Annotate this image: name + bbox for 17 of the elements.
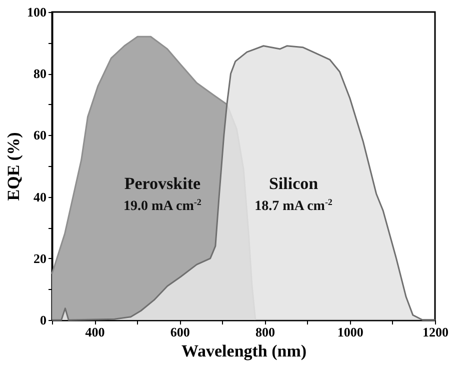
y-tick-label: 80: [34, 66, 46, 82]
annotation: 19.0 mA cm$^{-2}$: [123, 197, 202, 214]
y-tick-label: 20: [34, 250, 46, 266]
y-axis-title: EQE (%): [4, 132, 23, 201]
y-tick-label: 100: [27, 4, 46, 20]
y-tick-label: 0: [40, 312, 46, 328]
x-axis-title: Wavelength (nm): [181, 342, 307, 360]
series-label: Perovskite: [124, 174, 201, 194]
y-tick-label: 60: [34, 128, 46, 143]
y-tick-label: 40: [34, 189, 46, 204]
x-tick-label: 800: [256, 324, 276, 340]
series-label: Silicon: [268, 174, 319, 194]
x-tick-label: 400: [85, 324, 105, 340]
x-tick-label: 1200: [422, 324, 448, 340]
annotation: 18.7 mA cm$^{-2}$: [254, 197, 333, 214]
x-tick-label: 600: [170, 324, 190, 340]
x-tick-label: 1000: [337, 324, 364, 340]
